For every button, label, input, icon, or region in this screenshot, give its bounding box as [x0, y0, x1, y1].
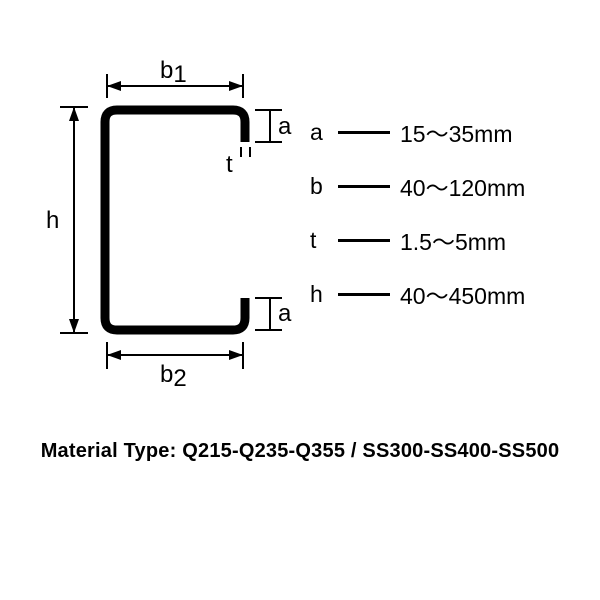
legend-value: 40～120mm — [400, 169, 525, 203]
b2-arrow-left — [107, 350, 121, 360]
material-value: Q215-Q235-Q355 / SS300-SS400-SS500 — [182, 440, 559, 462]
h-arrow-bot — [69, 319, 79, 333]
b2-arrow-right — [229, 350, 243, 360]
legend-row: h 40～450mm — [310, 277, 590, 311]
c-channel-diagram: t h b1 b2 — [30, 80, 290, 380]
legend-dash-icon — [338, 239, 390, 242]
legend-dash-icon — [338, 293, 390, 296]
page: t h b1 b2 — [0, 0, 600, 600]
legend-value: 40～450mm — [400, 277, 525, 311]
legend-key: a — [310, 119, 338, 146]
material-label: Material Type: — [41, 440, 183, 462]
legend-value: 1.5～5mm — [400, 223, 506, 257]
label-b2: b2 — [160, 361, 187, 392]
legend-dash-icon — [338, 185, 390, 188]
dimension-legend: a 15～35mm b 40～120mm t 1.5～5mm h 40～450m… — [310, 115, 590, 331]
c-channel-path — [105, 110, 245, 330]
legend-value: 15～35mm — [400, 115, 512, 149]
legend-row: b 40～120mm — [310, 169, 590, 203]
material-type-line: Material Type: Q215-Q235-Q355 / SS300-SS… — [0, 440, 600, 463]
h-arrow-top — [69, 107, 79, 121]
label-h: h — [46, 207, 59, 234]
b1-arrow-right — [229, 81, 243, 91]
legend-row: t 1.5～5mm — [310, 223, 590, 257]
legend-key: b — [310, 173, 338, 200]
legend-key: t — [310, 227, 338, 254]
legend-key: h — [310, 281, 338, 308]
label-t: t — [226, 151, 233, 178]
legend-row: a 15～35mm — [310, 115, 590, 149]
label-a-top: a — [278, 113, 292, 140]
label-a-bot: a — [278, 300, 292, 327]
label-b1: b1 — [160, 57, 187, 88]
diagram-svg: t h b1 b2 — [30, 80, 290, 400]
b1-arrow-left — [107, 81, 121, 91]
legend-dash-icon — [338, 131, 390, 134]
